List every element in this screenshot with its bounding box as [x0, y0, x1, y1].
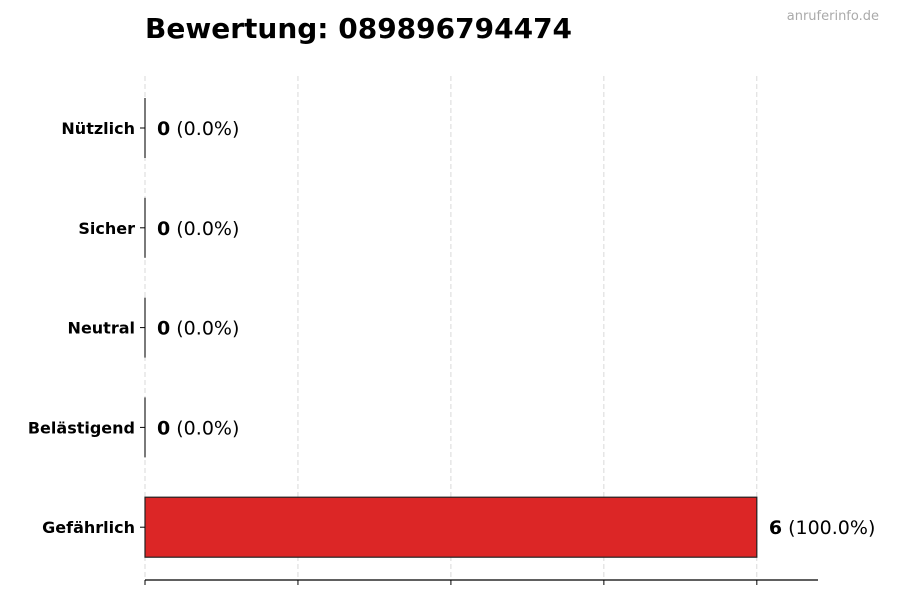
category-label: Neutral [68, 319, 135, 338]
category-label: Gefährlich [42, 518, 135, 537]
data-label: 0 (0.0%) [157, 118, 239, 140]
data-label-percent: (0.0%) [170, 218, 239, 240]
category-label: Nützlich [61, 119, 135, 138]
data-label-count: 0 [157, 318, 170, 340]
watermark: anruferinfo.de [786, 9, 879, 24]
category-label: Belästigend [28, 418, 135, 437]
data-label: 0 (0.0%) [157, 318, 239, 340]
bar [144, 496, 758, 558]
data-label-percent: (0.0%) [170, 417, 239, 439]
chart-title: Bewertung: 089896794474 [145, 12, 573, 45]
data-label-count: 0 [157, 118, 170, 140]
data-label-percent: (0.0%) [170, 318, 239, 340]
data-label-count: 0 [157, 417, 170, 439]
data-label-count: 6 [769, 517, 782, 539]
data-label-percent: (100.0%) [782, 517, 875, 539]
data-label: 6 (100.0%) [769, 517, 876, 539]
category-label: Sicher [78, 219, 135, 238]
data-label-count: 0 [157, 218, 170, 240]
data-label-percent: (0.0%) [170, 118, 239, 140]
data-label: 0 (0.0%) [157, 417, 239, 439]
data-label: 0 (0.0%) [157, 218, 239, 240]
